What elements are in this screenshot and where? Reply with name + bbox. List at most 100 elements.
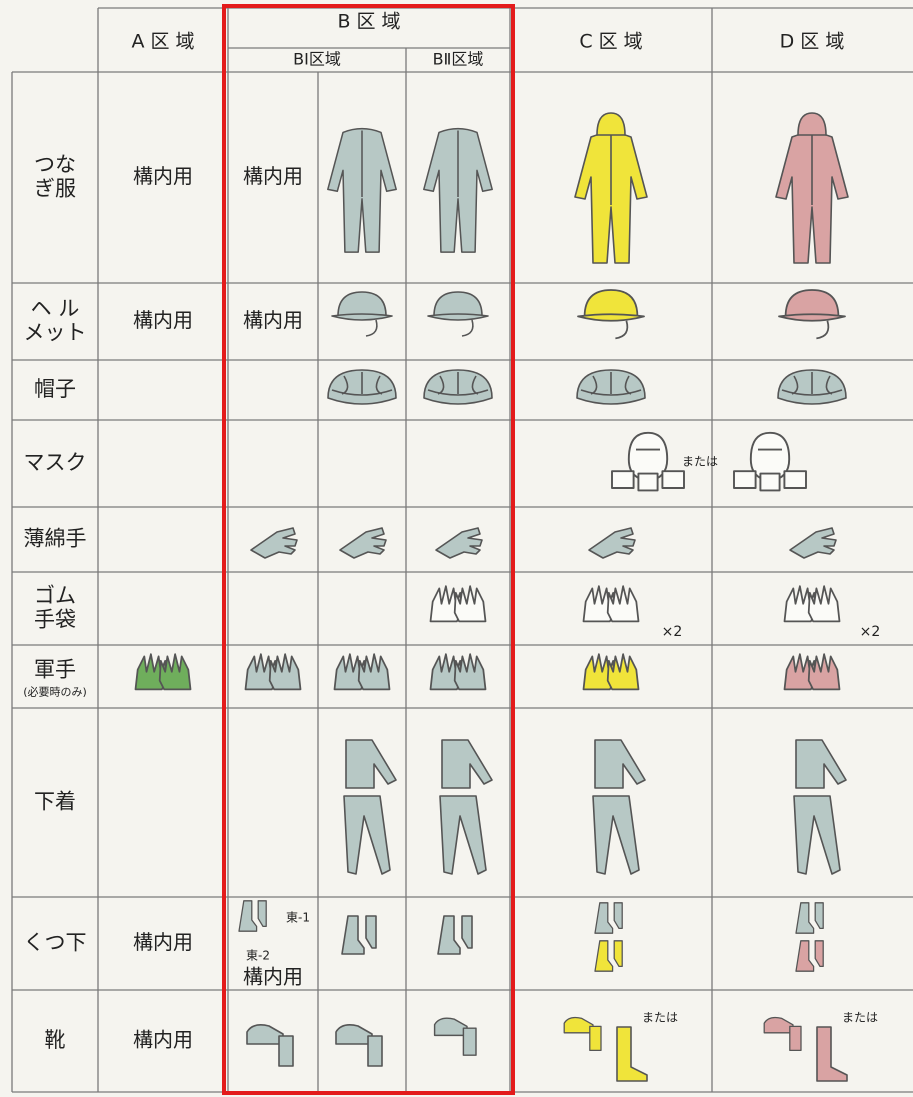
sock-icon — [341, 915, 377, 955]
cap-icon — [327, 369, 397, 405]
icon-part — [435, 527, 483, 559]
icon-part — [611, 470, 685, 492]
cell-text: 構内用 — [243, 965, 303, 989]
icon-part — [606, 653, 640, 691]
cell-text: 構内用 — [133, 164, 193, 188]
helmet-icon — [427, 291, 489, 337]
underwear-icon — [793, 739, 847, 875]
icon-part — [583, 289, 639, 318]
header-b: B 区 域 — [337, 11, 400, 33]
row-label: ゴム — [34, 584, 76, 608]
shoe-icon — [246, 1024, 294, 1067]
helmet-icon — [778, 289, 846, 340]
shoe-icon — [433, 1017, 477, 1056]
icon-part — [365, 319, 378, 337]
icon-part — [797, 112, 827, 136]
glove-icon — [807, 653, 841, 691]
helmet-icon — [577, 289, 645, 340]
underwear-icon — [439, 739, 493, 875]
mask-icon — [733, 431, 807, 492]
icon-part — [441, 739, 493, 789]
sock-icon — [795, 902, 824, 934]
row-label: 帽子 — [34, 377, 76, 401]
icon-part — [594, 902, 623, 934]
icon-part — [784, 289, 840, 318]
shoe-icon — [563, 1016, 602, 1052]
shoe-icon — [335, 1024, 383, 1067]
glove-icon — [357, 653, 391, 691]
icon-part — [427, 313, 489, 321]
boot-icon — [616, 1026, 648, 1082]
underwear-icon — [592, 739, 646, 875]
icon-part — [357, 653, 391, 691]
icon-part — [461, 319, 474, 337]
row-label: マスク — [24, 451, 87, 475]
row-label: ヘ ル — [31, 297, 80, 321]
icon-part — [807, 585, 841, 623]
glove-icon — [807, 585, 841, 623]
row-note: (必要時のみ) — [23, 686, 87, 699]
icon-part — [158, 653, 192, 691]
cell-text: 構内用 — [243, 308, 303, 332]
icon-part — [577, 313, 645, 322]
cell-text: 構内用 — [133, 930, 193, 954]
cotton-glove-icon — [789, 527, 837, 559]
glove-icon — [606, 585, 640, 623]
glove-icon — [453, 653, 487, 691]
icon-part — [606, 585, 640, 623]
row-label: ぎ服 — [34, 177, 76, 201]
icon-part — [433, 291, 483, 317]
icon-part — [250, 527, 298, 559]
header-b1: BⅠ区域 — [293, 50, 341, 69]
icon-part — [278, 1035, 294, 1067]
coverall-icon — [423, 127, 493, 253]
icon-part — [795, 739, 847, 789]
icon-part — [778, 313, 846, 322]
cell-text: 構内用 — [243, 164, 303, 188]
cotton-glove-icon — [250, 527, 298, 559]
cell-text: 構内用 — [133, 308, 193, 332]
icon-part — [589, 1025, 602, 1052]
sock-icon — [238, 900, 267, 932]
sock-icon — [437, 915, 473, 955]
icon-part — [807, 653, 841, 691]
icon-part — [331, 372, 393, 396]
row-label: 手袋 — [34, 608, 76, 632]
row-label: つな — [34, 153, 76, 177]
icon-part — [462, 1027, 477, 1056]
icons — [134, 112, 849, 1082]
header-a: A 区 域 — [131, 31, 194, 53]
icon-part — [268, 653, 302, 691]
glove-icon — [268, 653, 302, 691]
or-text: または — [682, 455, 718, 469]
cap-icon — [423, 369, 493, 405]
helmet-icon — [331, 291, 393, 337]
icon-part — [594, 940, 623, 972]
cotton-glove-icon — [588, 527, 636, 559]
sock-icon — [594, 902, 623, 934]
glove-icon — [158, 653, 192, 691]
icon-part — [437, 915, 473, 955]
times-two: ×2 — [860, 624, 881, 640]
icon-part — [588, 527, 636, 559]
row-label: 靴 — [45, 1028, 66, 1052]
coverall-icon — [574, 112, 648, 264]
sock-icon — [594, 940, 623, 972]
glove-icon — [453, 585, 487, 623]
icon-part — [439, 795, 487, 875]
note-text: 東-2 — [246, 949, 270, 963]
icon-part — [795, 902, 824, 934]
icon-part — [238, 900, 267, 932]
row-label: 軍手 — [34, 658, 76, 682]
cotton-glove-icon — [435, 527, 483, 559]
icon-part — [816, 1026, 848, 1082]
icon-part — [795, 940, 824, 972]
underwear-icon — [343, 739, 397, 875]
glove-icon — [606, 653, 640, 691]
row-label: 薄綿手 — [24, 527, 87, 551]
cap-icon — [576, 369, 646, 405]
cotton-glove-icon — [339, 527, 387, 559]
or-text: または — [842, 1011, 878, 1025]
boot-icon — [816, 1026, 848, 1082]
